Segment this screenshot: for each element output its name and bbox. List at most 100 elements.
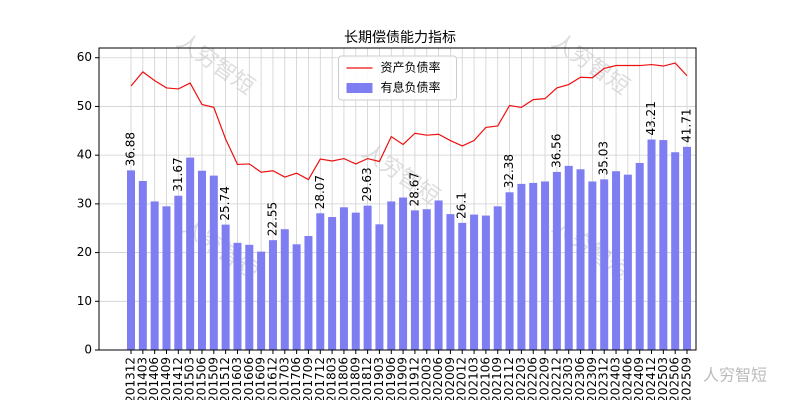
x-tick-label: 201706: [289, 357, 303, 400]
x-tick-label: 201812: [360, 357, 374, 400]
x-tick-label: 202203: [514, 357, 528, 400]
x-tick-label: 201312: [124, 357, 138, 400]
x-tick-label: 201712: [313, 357, 327, 400]
data-label: 36.88: [124, 132, 138, 166]
data-label: 25.74: [218, 186, 232, 220]
x-tick-label: 202003: [419, 357, 433, 400]
x-tick-label: 202109: [490, 357, 504, 400]
x-tick-label: 201512: [218, 357, 232, 400]
bar: [221, 224, 230, 350]
x-tick-label: 201912: [407, 357, 421, 400]
x-tick-label: 201509: [206, 357, 220, 400]
x-tick-label: 202309: [585, 357, 599, 400]
bar: [588, 181, 597, 350]
x-tick-label: 201709: [301, 357, 315, 400]
data-label: 22.55: [265, 202, 279, 236]
bar: [339, 207, 348, 350]
legend-label: 有息负债率: [381, 80, 441, 95]
y-tick-label: 40: [77, 148, 92, 162]
x-tick-label: 202403: [609, 357, 623, 400]
bar: [186, 157, 195, 350]
x-tick-label: 201503: [183, 357, 197, 400]
legend-swatch: [346, 83, 373, 93]
bar: [162, 206, 171, 350]
x-tick-label: 201609: [254, 357, 268, 400]
data-label: 41.71: [680, 108, 694, 142]
x-tick-label: 201612: [265, 357, 279, 400]
plot-frame: [98, 47, 697, 351]
bar: [517, 183, 526, 350]
bar: [410, 210, 419, 350]
y-tick-label: 20: [77, 245, 92, 259]
y-tick-label: 0: [84, 343, 92, 357]
bar: [209, 175, 218, 350]
x-tick-label: 202006: [431, 357, 445, 400]
bar: [647, 139, 656, 350]
watermark: 人穷智短: [703, 366, 767, 385]
bar: [138, 180, 147, 350]
bar: [659, 140, 668, 350]
x-tick-label: 202212: [549, 357, 563, 400]
x-tick-label: 201403: [135, 357, 149, 400]
x-tick-label: 202412: [644, 357, 658, 400]
data-label: 31.67: [171, 157, 185, 191]
bar: [683, 146, 692, 350]
x-tick-label: 201806: [336, 357, 350, 400]
x-tick-label: 202106: [478, 357, 492, 400]
x-tick-label: 202406: [620, 357, 634, 400]
x-tick-label: 202312: [597, 357, 611, 400]
bar: [671, 152, 680, 350]
bar: [387, 201, 396, 350]
y-tick-label: 60: [77, 50, 92, 64]
bar: [493, 206, 502, 350]
bar: [328, 217, 337, 350]
bar: [434, 200, 443, 350]
x-tick-label: 201412: [171, 357, 185, 400]
x-tick-label: 201703: [277, 357, 291, 400]
bar: [304, 236, 313, 350]
chart-title: 长期偿债能力指标: [344, 30, 456, 46]
bar: [197, 170, 206, 350]
bar: [351, 212, 360, 350]
watermark: 人穷智短: [172, 29, 258, 100]
x-tick-label: 202206: [526, 357, 540, 400]
x-tick-label: 201909: [396, 357, 410, 400]
data-label: 29.63: [360, 167, 374, 201]
x-tick-label: 201409: [159, 357, 173, 400]
bar: [245, 244, 254, 350]
x-tick-label: 201906: [384, 357, 398, 400]
bar: [292, 244, 301, 350]
bar: [174, 195, 183, 350]
x-tick-label: 201506: [194, 357, 208, 400]
x-tick-label: 202506: [668, 357, 682, 400]
bar: [446, 214, 455, 350]
watermark: 人穷智短: [547, 29, 633, 100]
bar: [399, 197, 408, 350]
bar: [529, 182, 538, 350]
bar: [600, 179, 609, 350]
y-tick-label: 50: [77, 99, 92, 113]
bar: [233, 242, 242, 350]
bar: [458, 222, 467, 350]
bar: [280, 229, 289, 350]
bar: [481, 215, 490, 350]
bar: [470, 214, 479, 350]
x-tick-label: 201809: [348, 357, 362, 400]
x-tick-label: 201803: [325, 357, 339, 400]
data-label: 28.07: [313, 175, 327, 209]
x-tick-label: 202509: [680, 357, 694, 400]
bar: [576, 169, 585, 350]
bar: [268, 240, 277, 350]
x-tick-label: 202306: [573, 357, 587, 400]
bar: [635, 162, 644, 350]
x-tick-label: 202012: [455, 357, 469, 400]
x-tick-label: 202009: [443, 357, 457, 400]
x-tick-label: 202409: [632, 357, 646, 400]
bar: [375, 224, 384, 350]
x-tick-label: 201903: [372, 357, 386, 400]
legend-label: 资产负债率: [381, 60, 441, 75]
data-label: 26.1: [455, 192, 469, 219]
bar: [505, 192, 514, 350]
data-label: 32.38: [502, 154, 516, 188]
